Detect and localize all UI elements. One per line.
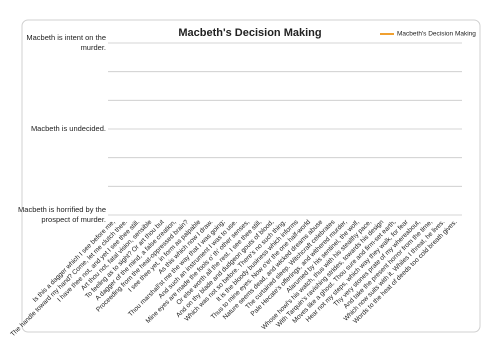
y-tick-label: Macbeth is horrified by the prospect of … xyxy=(18,205,106,224)
y-tick-label: Macbeth is intent on the murder. xyxy=(26,33,106,52)
y-tick-label: Macbeth is undecided. xyxy=(30,124,106,133)
chart-frame xyxy=(21,19,481,333)
chart-title: Macbeth's Decision Making xyxy=(178,27,321,39)
legend-label: Macbeth's Decision Making xyxy=(397,31,476,38)
